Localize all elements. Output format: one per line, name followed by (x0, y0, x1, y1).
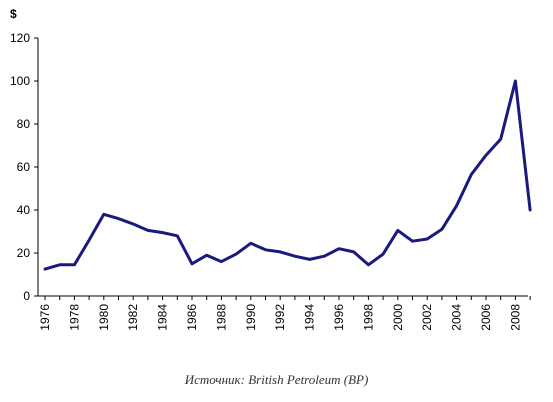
y-axis-label: $ (10, 7, 17, 21)
ticks-layer: 0 20 40 60 80 100 120 1976 1978 1980 1982 1984 1986 1… (10, 31, 531, 331)
x-tick-label: 1978 (67, 304, 81, 331)
x-tick-label: 2008 (508, 304, 522, 331)
x-tick-label: 1982 (126, 304, 140, 331)
x-tick-label: 1980 (97, 304, 111, 331)
y-tick-label: 20 (17, 246, 31, 260)
series-line (43, 79, 532, 271)
x-tick-label: 2000 (391, 304, 405, 331)
y-tick-label: 60 (17, 160, 31, 174)
x-tick-label: 1996 (332, 304, 346, 331)
x-tick-label: 1988 (214, 304, 228, 331)
x-tick-label: 2002 (420, 304, 434, 331)
x-tick-label: 1992 (273, 304, 287, 331)
x-tick-label: 1998 (361, 304, 375, 331)
x-tick-label: 1984 (156, 304, 170, 331)
source-note: Источник: British Petroleum (BP) (184, 372, 369, 387)
y-tick-label: 40 (17, 203, 31, 217)
y-tick-label: 120 (10, 31, 30, 45)
x-tick-label: 2004 (450, 304, 464, 331)
y-tick-label: 0 (23, 289, 30, 303)
x-tick-label: 1976 (38, 304, 52, 331)
series-layer (43, 79, 532, 271)
axes-layer (37, 38, 528, 297)
x-tick-label: 1986 (185, 304, 199, 331)
y-tick-label: 80 (17, 117, 31, 131)
x-tick-label: 1994 (303, 304, 317, 331)
x-tick-label: 2006 (479, 304, 493, 331)
x-tick-label: 1990 (244, 304, 258, 331)
y-tick-label: 100 (10, 74, 30, 88)
